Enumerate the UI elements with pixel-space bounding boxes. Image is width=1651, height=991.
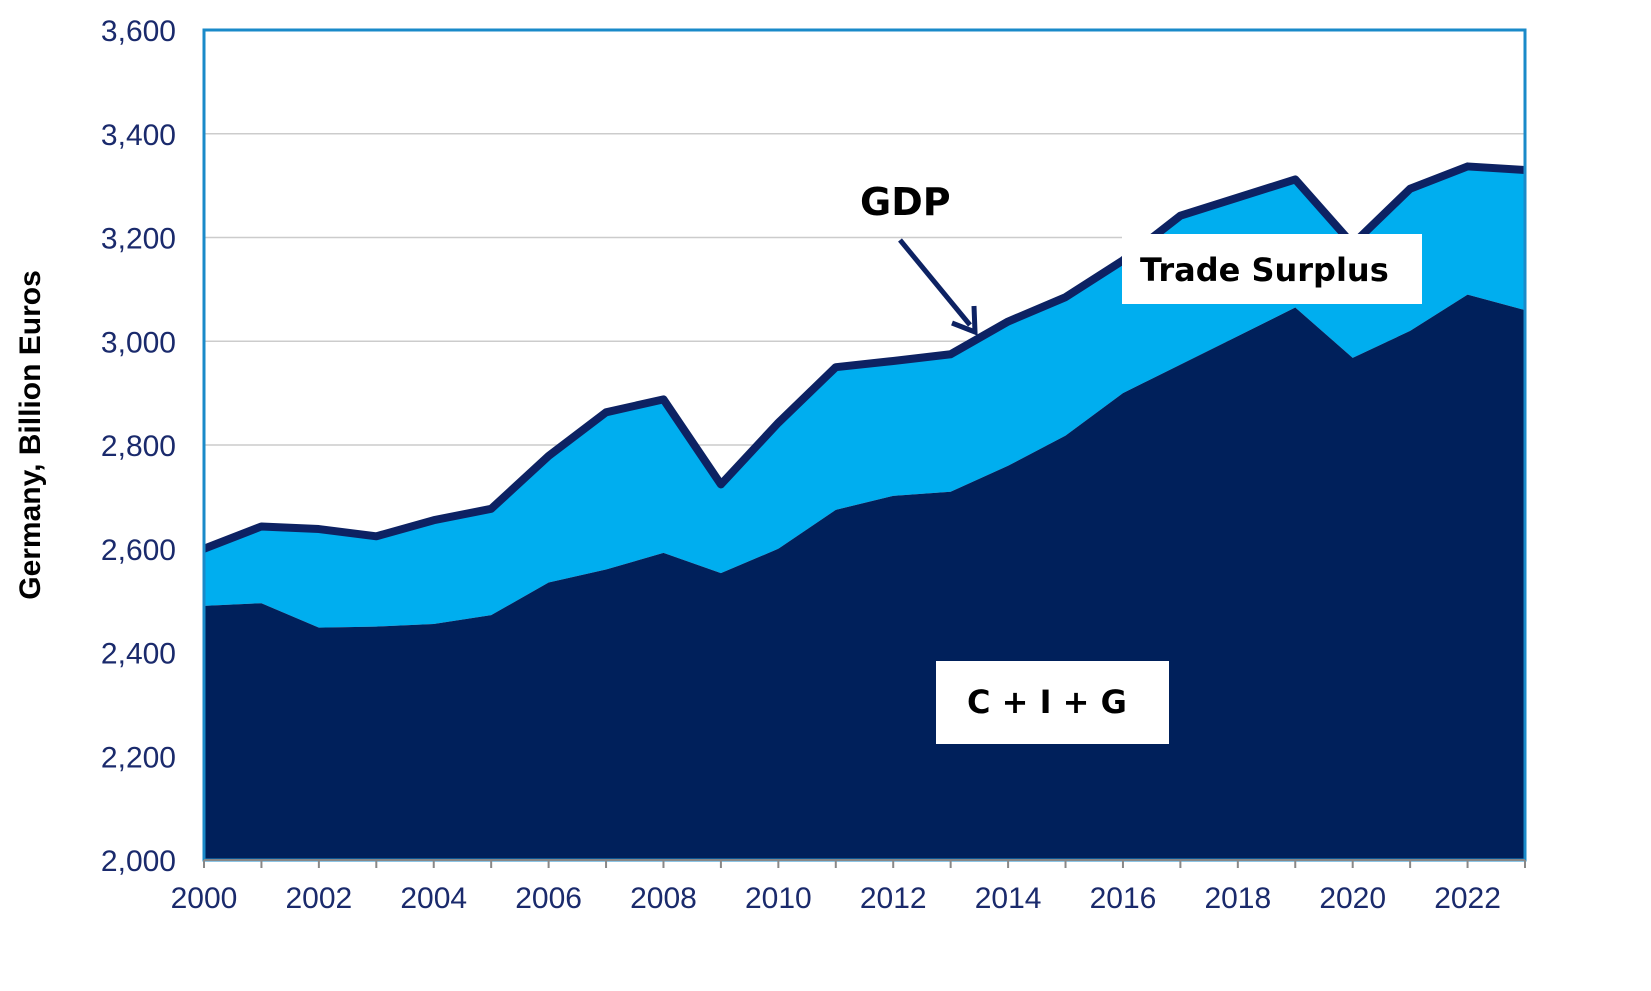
trade-surplus-label-box bbox=[1122, 234, 1422, 304]
gdp-line bbox=[202, 162, 1526, 553]
x-axis-ticks: 2000 2002 2004 2006 2008 2010 2012 2014 2016 2018… bbox=[171, 859, 1526, 915]
y-tick-label: 3,600 bbox=[101, 15, 176, 48]
cig-label-box bbox=[936, 661, 1169, 744]
gdp-arrow-icon bbox=[898, 238, 978, 336]
x-tick-label: 2018 bbox=[1204, 882, 1271, 915]
x-tick-label: 2008 bbox=[630, 882, 697, 915]
x-tick-label: 2006 bbox=[515, 882, 582, 915]
y-tick-label: 2,600 bbox=[101, 534, 176, 567]
y-tick-label: 2,200 bbox=[101, 741, 176, 774]
x-tick-label: 2004 bbox=[400, 882, 467, 915]
y-tick-label: 3,200 bbox=[101, 223, 176, 256]
y-axis-ticks: 2,000 2,200 2,400 2,600 2,800 3,000 3,200 3,400… bbox=[101, 15, 176, 878]
x-tick-label: 2000 bbox=[171, 882, 238, 915]
y-tick-label: 3,400 bbox=[101, 119, 176, 152]
y-tick-label: 2,000 bbox=[101, 845, 176, 878]
x-tick-label: 2020 bbox=[1319, 882, 1386, 915]
y-axis-label: Germany, Billion Euros bbox=[14, 270, 47, 600]
y-tick-label: 3,000 bbox=[101, 326, 176, 359]
x-tick-label: 2010 bbox=[745, 882, 812, 915]
x-tick-label: 2014 bbox=[975, 882, 1042, 915]
x-tick-label: 2022 bbox=[1434, 882, 1501, 915]
x-tick-label: 2016 bbox=[1090, 882, 1157, 915]
arrow-shaft bbox=[898, 238, 972, 327]
trade-surplus-annotation: Trade Surplus bbox=[1140, 251, 1389, 289]
cig-annotation: C + I + G bbox=[967, 683, 1127, 721]
y-tick-label: 2,800 bbox=[101, 430, 176, 463]
gdp-annotation: GDP bbox=[860, 180, 951, 224]
x-tick-label: 2012 bbox=[860, 882, 927, 915]
cig-area bbox=[204, 294, 1525, 860]
arrow-head bbox=[951, 305, 978, 336]
y-tick-label: 2,400 bbox=[101, 638, 176, 671]
x-tick-label: 2002 bbox=[285, 882, 352, 915]
